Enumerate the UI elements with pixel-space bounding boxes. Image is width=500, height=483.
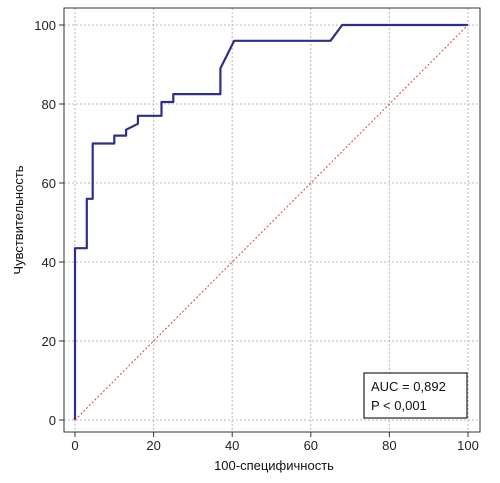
y-tick-label: 40 — [42, 255, 56, 270]
x-tick-label: 0 — [71, 438, 78, 453]
x-tick-label: 20 — [146, 438, 160, 453]
reference-diagonal-line — [74, 24, 469, 421]
x-tick-label: 100 — [457, 438, 479, 453]
grid-lines — [64, 8, 480, 432]
auc-legend-box: AUC = 0,892 P < 0,001 — [363, 372, 468, 419]
y-tick-label: 80 — [42, 97, 56, 112]
x-axis-label: 100-специфичность — [214, 458, 334, 473]
series-group — [73, 23, 469, 421]
p-value-label: P < 0,001 — [371, 398, 427, 413]
y-tick-label: 0 — [49, 413, 56, 428]
y-tick-label: 20 — [42, 334, 56, 349]
x-tick-label: 60 — [304, 438, 318, 453]
y-tick-label: 60 — [42, 176, 56, 191]
y-tick-label: 100 — [34, 18, 56, 33]
x-tick-label: 80 — [382, 438, 396, 453]
roc-curve-line — [73, 23, 468, 420]
auc-value-label: AUC = 0,892 — [371, 379, 446, 394]
axis-ticks: 0 20 40 60 80 100 0 20 40 60 80 100 — [34, 18, 479, 453]
y-axis-label: Чувствительность — [11, 165, 26, 274]
plot-frame — [63, 7, 481, 433]
x-tick-label: 40 — [225, 438, 239, 453]
legend-frame — [363, 372, 468, 419]
